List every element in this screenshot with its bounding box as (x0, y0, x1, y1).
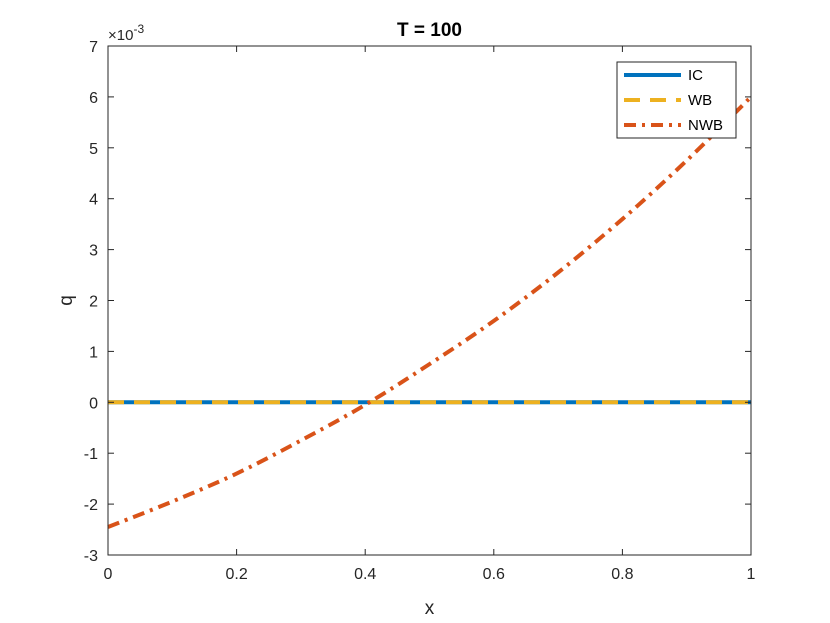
ticks-layer: 0 0.2 0.4 0.6 0.8 1 -3 -2 -1 0 1 2 3 4 5 6 7 (84, 39, 756, 583)
y-tick-label: 2 (89, 294, 98, 311)
y-tick-label: 3 (89, 243, 98, 260)
y-tick-label: 0 (89, 395, 98, 412)
y-tick-label: -1 (84, 446, 98, 463)
legend-label-ic: IC (688, 67, 703, 84)
y-tick-label: 1 (89, 344, 98, 361)
chart-title: T = 100 (397, 20, 462, 41)
legend: IC WB NWB (616, 61, 737, 139)
y-tick-label: 7 (89, 39, 98, 56)
y-tick-label: 5 (89, 141, 98, 158)
y-tick-label: 6 (89, 90, 98, 107)
y-exponent-power: -3 (133, 22, 144, 36)
legend-label-wb: WB (688, 92, 712, 109)
y-tick-label: 4 (89, 192, 98, 209)
x-tick-label: 0 (104, 566, 113, 583)
x-tick-label: 0.8 (611, 566, 633, 583)
svg-text:×10-3: ×10-3 (108, 22, 144, 44)
x-tick-label: 0.6 (483, 566, 505, 583)
x-tick-label: 1 (747, 566, 756, 583)
y-tick-label: -3 (84, 548, 98, 565)
series-layer (107, 95, 753, 529)
legend-label-nwb: NWB (688, 117, 723, 134)
y-exponent-base: ×10 (108, 27, 133, 44)
x-axis-label: x (425, 598, 435, 619)
x-tick-label: 0.2 (225, 566, 247, 583)
y-axis-exponent: ×10-3 (108, 22, 144, 44)
y-axis-label: q (56, 295, 77, 306)
x-tick-label: 0.4 (354, 566, 376, 583)
y-tick-label: -2 (84, 497, 98, 514)
